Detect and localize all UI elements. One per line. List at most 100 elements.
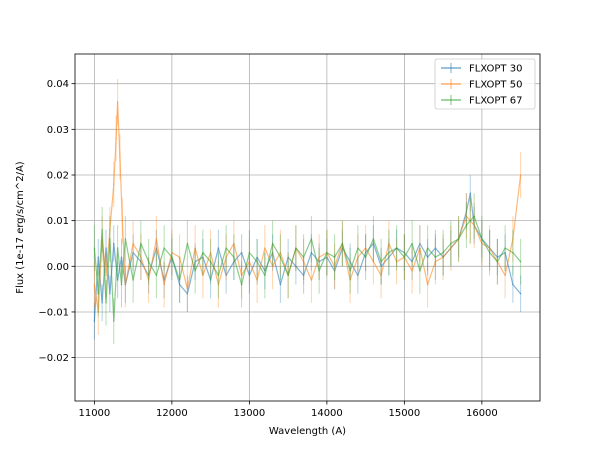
data-point (241, 283, 243, 286)
x-tick-label: 13000 (233, 408, 265, 419)
data-point (264, 270, 266, 272)
data-point (248, 274, 250, 277)
data-point (194, 270, 196, 272)
data-point (217, 274, 219, 277)
data-point (334, 265, 336, 267)
data-point (120, 283, 123, 286)
data-point (396, 247, 398, 249)
legend-entry: FLXOPT 67 (441, 95, 522, 107)
data-point (473, 215, 475, 217)
data-point (349, 270, 351, 272)
data-point (318, 270, 320, 272)
data-point (217, 283, 219, 286)
data-point (427, 247, 429, 249)
data-point (202, 252, 204, 254)
data-point (140, 256, 142, 258)
data-point (520, 174, 522, 176)
data-point (113, 242, 115, 245)
data-point (101, 302, 103, 304)
data-point (109, 238, 111, 240)
legend-label: FLXOPT 30 (469, 64, 522, 75)
data-point (388, 252, 390, 254)
legend-entry: FLXOPT 50 (441, 79, 522, 91)
x-axis: 11000 12000 13000 14000 15000 16000 (78, 401, 498, 419)
data-point (241, 252, 243, 254)
data-point (155, 238, 157, 240)
data-point (341, 242, 343, 245)
y-tick-label: 0.02 (47, 170, 69, 181)
data-point (419, 247, 421, 249)
data-point (388, 256, 390, 258)
data-point (148, 279, 150, 281)
data-point (202, 256, 204, 258)
data-point (179, 279, 181, 281)
data-point (349, 261, 351, 263)
data-point (419, 270, 421, 272)
y-tick-label: 0.00 (47, 262, 69, 273)
data-point (496, 261, 498, 263)
data-point (504, 274, 506, 277)
y-tick-label: 0.03 (47, 125, 69, 136)
data-point (105, 274, 107, 277)
data-point (132, 242, 134, 245)
data-point (264, 274, 266, 277)
data-point (310, 279, 312, 281)
data-point (179, 256, 181, 258)
data-point (341, 247, 343, 249)
data-point (403, 252, 405, 254)
data-point (334, 270, 336, 272)
data-point (256, 256, 258, 258)
x-tick-label: 16000 (466, 408, 498, 419)
data-point (121, 220, 123, 222)
data-point (334, 256, 336, 258)
data-point (264, 247, 266, 249)
data-point (465, 210, 467, 213)
plot-frame (74, 53, 541, 402)
data-point (97, 256, 99, 258)
data-point (119, 156, 121, 158)
data-point (504, 247, 506, 249)
data-point (318, 256, 320, 258)
data-point (105, 302, 107, 304)
y-tick-label: −0.02 (38, 353, 69, 364)
data-point (310, 238, 312, 240)
data-point (504, 252, 506, 254)
x-axis-label: Wavelength (A) (269, 426, 346, 437)
data-point (469, 192, 471, 194)
data-point (357, 274, 359, 277)
data-point (349, 279, 351, 281)
y-tick-label: −0.01 (38, 307, 69, 318)
data-point (113, 183, 115, 185)
data-point (225, 274, 227, 277)
data-point (295, 247, 297, 249)
data-point (140, 242, 142, 245)
legend-entry: FLXOPT 30 (441, 63, 522, 75)
data-point (279, 283, 281, 286)
data-point (113, 320, 115, 322)
data-point (434, 256, 436, 258)
data-point (186, 242, 188, 245)
data-point (132, 252, 134, 254)
data-point (124, 283, 126, 286)
data-point (326, 256, 328, 258)
data-point (148, 261, 150, 263)
y-tick-label: 0.01 (47, 216, 69, 227)
data-point (171, 256, 173, 258)
data-point (93, 283, 95, 286)
data-point (357, 247, 359, 249)
data-point (272, 242, 274, 245)
legend-label: FLXOPT 50 (469, 80, 522, 91)
data-point (442, 256, 444, 258)
data-point (512, 252, 514, 254)
y-axis: −0.02 −0.01 0.00 0.01 0.02 0.03 0.04 (38, 79, 75, 364)
data-point (117, 101, 119, 103)
grid (75, 54, 540, 401)
data-point (287, 274, 289, 277)
series-layer (93, 79, 522, 344)
data-point (202, 274, 204, 277)
data-point (279, 256, 281, 258)
data-point (279, 252, 281, 254)
data-point (450, 242, 452, 245)
data-point (520, 293, 522, 295)
y-tick-label: 0.04 (47, 79, 69, 90)
